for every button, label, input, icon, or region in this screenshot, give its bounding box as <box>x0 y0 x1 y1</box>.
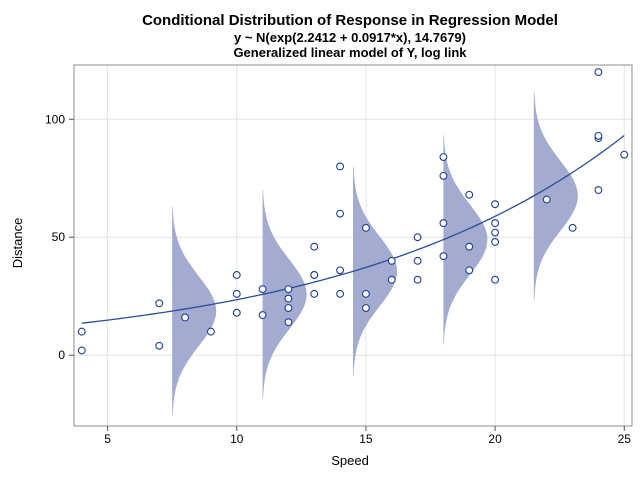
data-point <box>361 304 370 312</box>
data-point <box>620 150 629 159</box>
data-point <box>336 209 345 218</box>
data-point <box>310 242 319 251</box>
data-point <box>258 285 267 294</box>
data-point <box>310 289 319 298</box>
plot-border <box>73 64 633 427</box>
data-point <box>491 200 500 209</box>
data-point <box>439 153 448 161</box>
density-curve <box>443 135 488 345</box>
density-curve <box>262 189 307 399</box>
y-axis-ticks: 0 50 100 <box>45 112 74 362</box>
fit-curve-group <box>81 135 625 324</box>
data-point <box>232 271 241 279</box>
data-point <box>284 304 293 312</box>
data-point <box>310 271 319 279</box>
data-point <box>284 318 293 327</box>
data-point <box>594 186 603 195</box>
data-point <box>465 242 474 251</box>
data-point <box>491 238 500 246</box>
data-point <box>439 219 448 228</box>
plot-frame <box>73 64 633 427</box>
density-curve <box>533 91 578 301</box>
data-point <box>232 289 241 298</box>
data-point <box>206 327 215 336</box>
chart-subtitle-method: Generalized linear model of Y, log link <box>233 45 467 60</box>
data-point <box>491 219 500 228</box>
data-points <box>77 68 629 355</box>
data-point <box>77 327 86 336</box>
data-point <box>77 346 86 355</box>
data-point <box>258 311 267 320</box>
x-axis-ticks: 5 10 15 20 25 <box>104 426 631 446</box>
x-tick-label: 5 <box>104 432 111 446</box>
chart-subtitle-model: y ~ N(exp(2.2412 + 0.0917*x), 14.7679) <box>234 30 466 45</box>
x-tick-label: 20 <box>488 432 502 446</box>
fit-curve <box>81 135 625 324</box>
data-point <box>155 299 164 308</box>
data-point <box>361 223 370 232</box>
data-point <box>491 275 500 284</box>
density-curve <box>172 206 217 416</box>
data-point <box>465 190 474 199</box>
data-point <box>232 308 241 317</box>
data-point <box>155 341 164 350</box>
density-curves <box>172 91 578 416</box>
x-axis-label: Speed <box>331 453 369 468</box>
y-tick-label: 50 <box>52 230 66 244</box>
data-point <box>284 285 293 294</box>
data-point <box>568 223 577 232</box>
data-point <box>413 233 422 242</box>
data-point <box>465 266 474 275</box>
y-tick-label: 0 <box>58 348 65 362</box>
data-point <box>181 313 190 322</box>
data-point <box>491 228 500 237</box>
y-tick-label: 100 <box>45 112 65 126</box>
data-point <box>594 68 603 77</box>
data-point <box>387 256 396 265</box>
data-point <box>439 252 448 261</box>
data-point <box>387 275 396 284</box>
data-point <box>413 256 422 265</box>
x-tick-label: 15 <box>359 432 373 446</box>
data-point <box>361 289 370 298</box>
data-point <box>439 171 448 180</box>
data-point <box>413 275 422 284</box>
data-point <box>594 131 603 140</box>
x-tick-label: 25 <box>618 432 632 446</box>
data-point <box>336 162 345 171</box>
y-axis-label: Distance <box>10 218 25 269</box>
density-curve <box>353 166 397 376</box>
data-point <box>284 294 293 303</box>
data-point <box>542 195 551 204</box>
chart-title: Conditional Distribution of Response in … <box>142 12 558 29</box>
x-tick-label: 10 <box>230 432 244 446</box>
data-point <box>336 266 345 275</box>
data-point <box>336 289 345 298</box>
